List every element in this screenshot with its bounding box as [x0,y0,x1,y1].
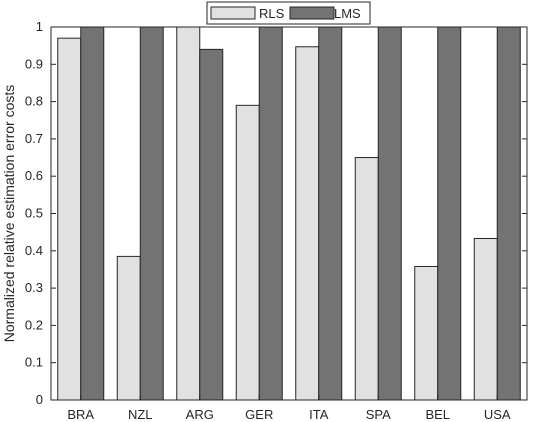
legend-label-rls: RLS [259,6,285,21]
y-tick-label: 0.6 [25,168,43,183]
legend-swatch-lms [289,6,335,20]
x-tick-label-ger: GER [245,407,273,422]
bar-rls-bra [57,37,82,401]
x-tick-label-spa: SPA [366,407,391,422]
y-axis-label: Normalized relative estimation error cos… [1,85,17,343]
x-tick-label-bel: BEL [425,407,450,422]
bar-lms-ger [258,26,283,401]
y-tick-label: 0.9 [25,56,43,71]
x-tick-label-ita: ITA [309,407,329,422]
bar-lms-bel [437,26,462,401]
bar-lms-arg [199,48,224,401]
y-tick-label: 0 [36,392,43,407]
x-tick-label-usa: USA [484,407,511,422]
bar-rls-bel [414,265,439,401]
bar-rls-usa [473,237,498,401]
y-tick-label: 1 [36,19,43,34]
y-tick-label: 0.3 [25,280,43,295]
bar-lms-usa [496,26,521,401]
y-tick-label: 0.8 [25,94,43,109]
bars-group [57,26,521,401]
y-tick-label: 0.4 [25,243,43,258]
y-tick-label: 0.1 [25,355,43,370]
y-tick-label: 0.5 [25,206,43,221]
x-tick-label-bra: BRA [67,407,94,422]
x-tick-label-arg: ARG [186,407,214,422]
y-axis: 0 0.1 0.2 0.3 0.4 0.5 0.6 0.7 0.8 0.9 1 [25,19,527,407]
bar-rls-nzl [116,255,141,401]
legend-label-lms: LMS [334,6,361,21]
bar-rls-spa [354,157,379,401]
y-tick-label: 0.2 [25,317,43,332]
bar-lms-ita [318,26,343,401]
x-axis: BRA NZL ARG GER ITA SPA BEL USA [67,395,511,422]
x-tick-label-nzl: NZL [128,407,153,422]
bar-lms-nzl [139,26,164,401]
bar-rls-ita [295,46,320,401]
bar-rls-arg [176,26,201,401]
legend-swatch-rls [210,6,256,20]
bar-lms-bra [80,26,105,401]
y-tick-label: 0.7 [25,131,43,146]
bar-lms-spa [377,26,402,401]
legend: RLS LMS [206,1,371,25]
bar-rls-ger [235,104,260,401]
